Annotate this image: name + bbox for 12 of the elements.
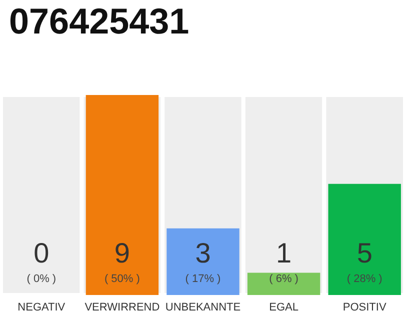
bar (247, 272, 320, 295)
chart-title: 076425431 (9, 0, 190, 42)
x-tick-label: NEGATIV (18, 302, 66, 314)
data-label: 0 ( 0% ) (26, 238, 56, 285)
data-label: 5 ( 28% ) (346, 238, 382, 285)
data-label: 9 ( 50% ) (104, 238, 140, 285)
x-tick-label: EGAL (269, 302, 298, 314)
data-label: 3 ( 17% ) (185, 238, 221, 285)
x-tick-label: VERWIRREND (84, 302, 160, 314)
x-tick-label: POSITIV (342, 302, 387, 314)
x-tick-label: UNBEKANNTE (165, 302, 241, 314)
data-label: 1 ( 6% ) (269, 238, 298, 285)
